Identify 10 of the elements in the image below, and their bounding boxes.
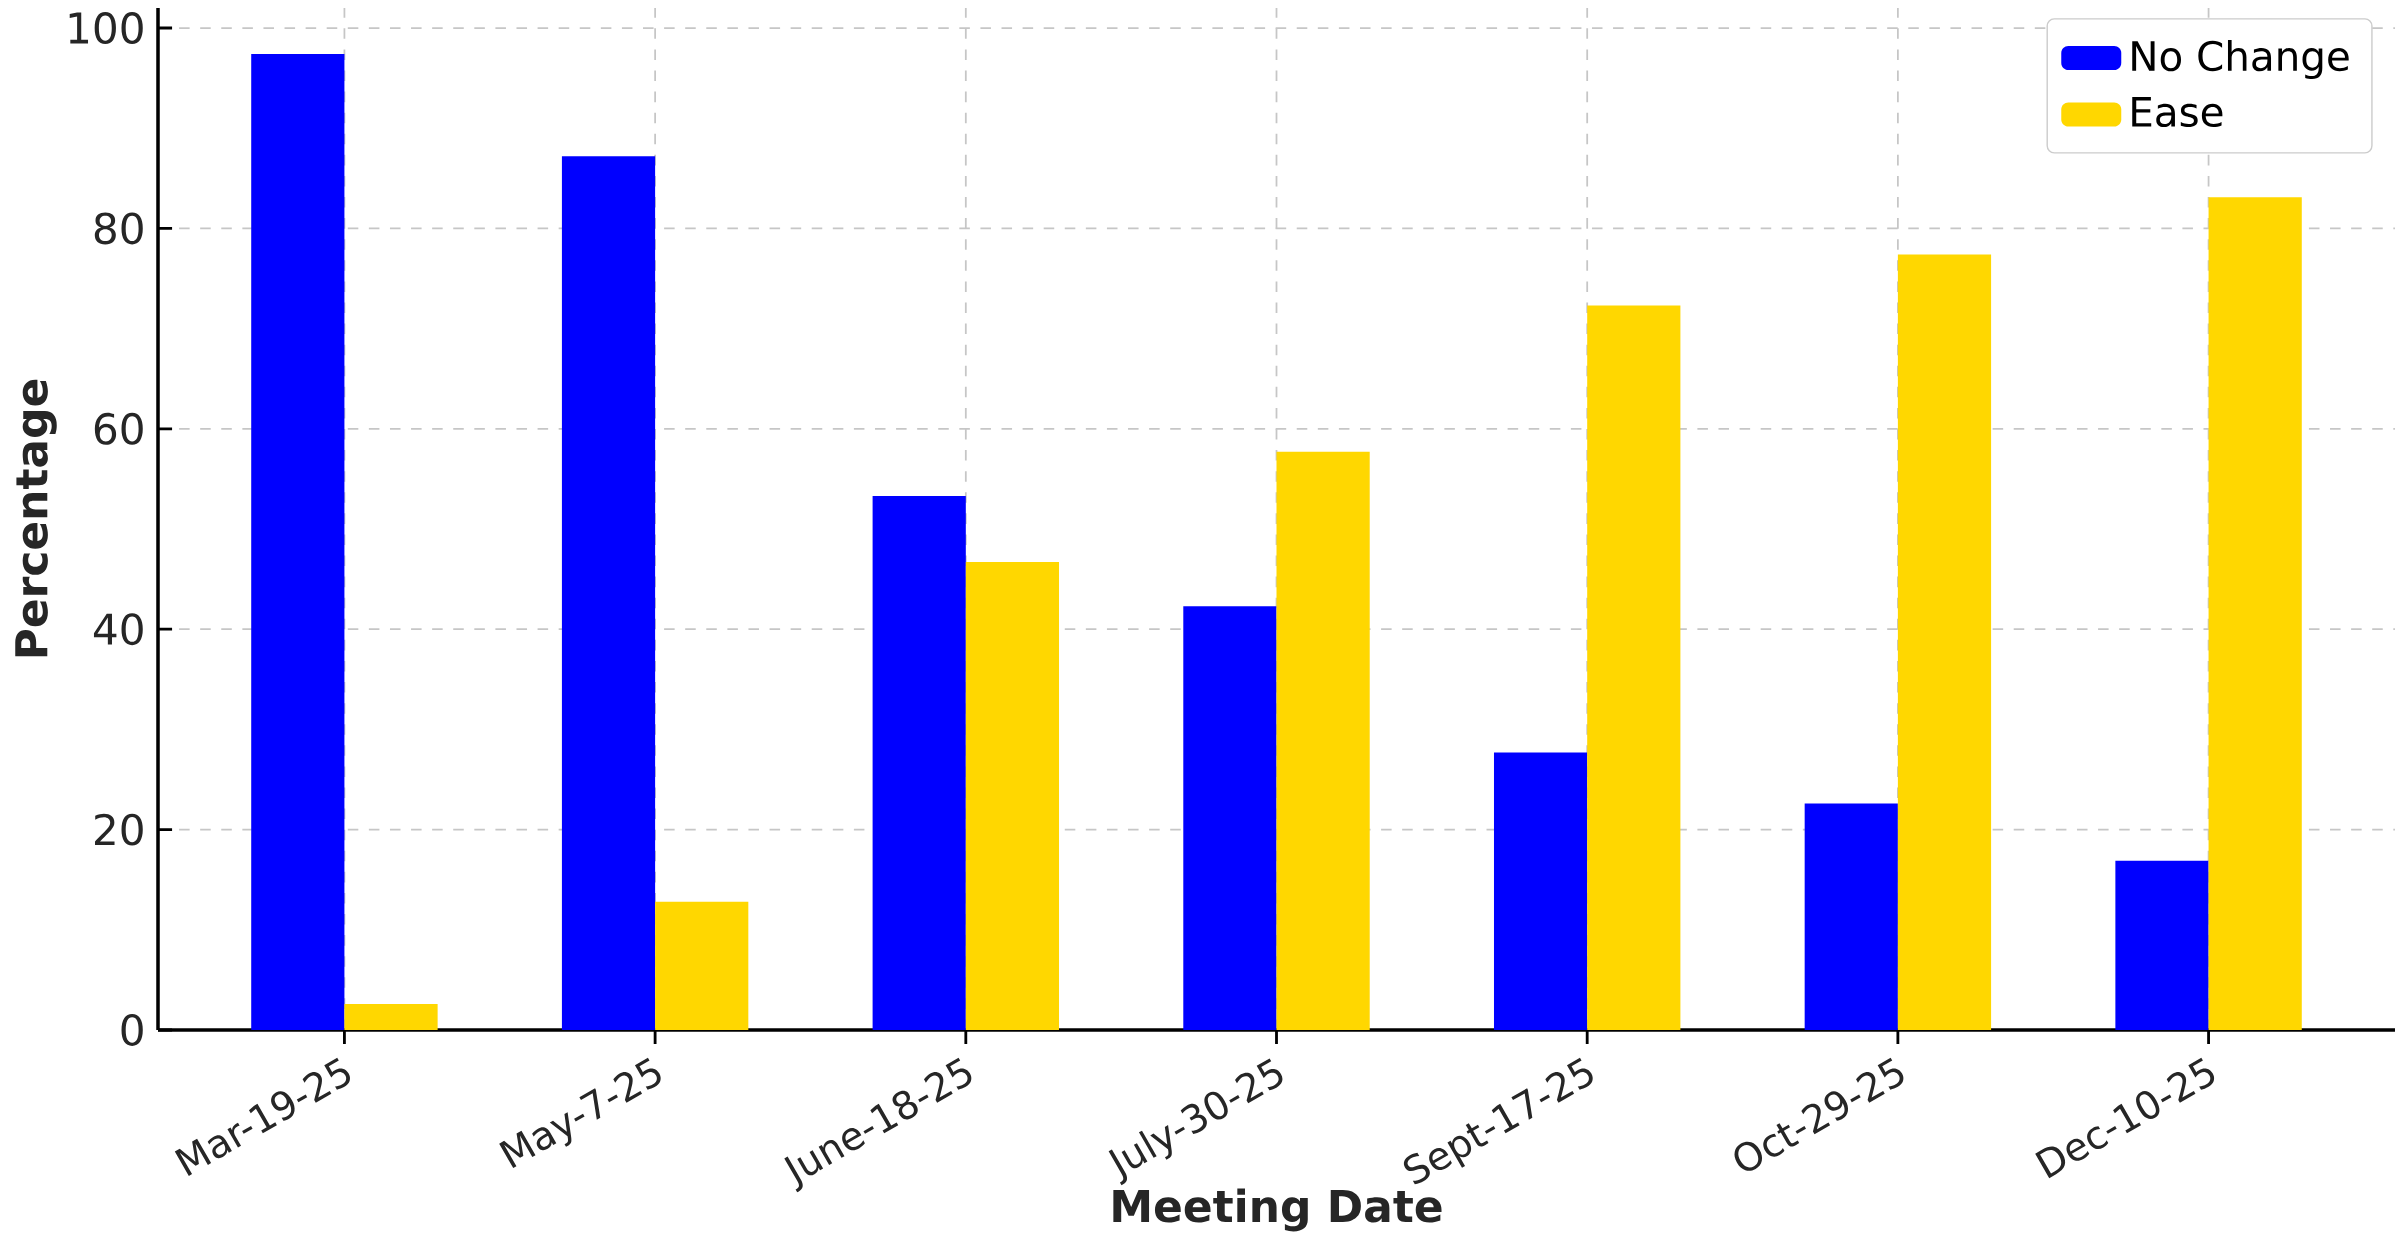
y-tick-label: 20 [95, 813, 143, 846]
y-tick-label: 0 [121, 1014, 143, 1046]
x-axis-title: Meeting Date [1113, 1188, 1442, 1232]
y-tick-label: 60 [94, 412, 143, 445]
legend-label: No Change [2132, 40, 2349, 80]
y-axis-title: Percentage [15, 379, 57, 657]
y-tick-label: 100 [69, 12, 143, 44]
y-tick-label: 40 [93, 613, 143, 646]
legend-label: Ease [2132, 97, 2223, 128]
y-tick-label: 80 [94, 212, 143, 245]
